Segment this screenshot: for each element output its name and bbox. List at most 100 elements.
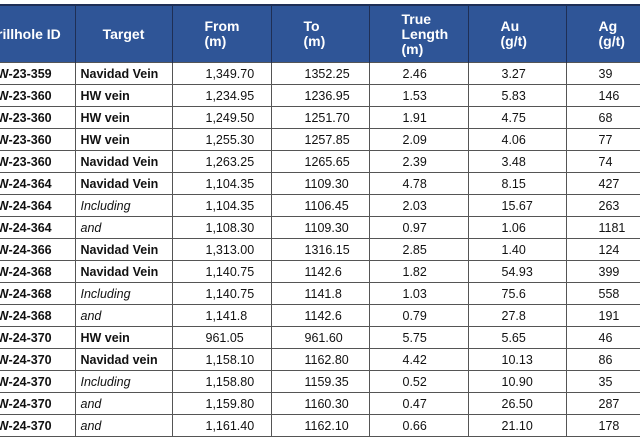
cell-true-length: 0.47 bbox=[368, 392, 469, 415]
cell-target: and bbox=[74, 216, 173, 239]
cell-ag: 68 bbox=[565, 106, 640, 129]
cell-from: 1,349.70 bbox=[171, 62, 272, 85]
drillhole-id-text: W-24-370 bbox=[0, 418, 52, 433]
cell-ag: 86 bbox=[565, 348, 640, 371]
cell-au: 3.48 bbox=[467, 150, 567, 173]
table-row: W-24-370 and 1,159.80 1160.30 0.47 26.50 287 bbox=[0, 392, 640, 415]
drillhole-id-text: W-24-364 bbox=[0, 198, 52, 213]
header-ag: Ag (g/t) bbox=[565, 4, 640, 63]
cell-drillhole-id: W-24-364 bbox=[0, 172, 76, 195]
table-row: W-24-366 Navidad Vein 1,313.00 1316.15 2.85 1… bbox=[0, 238, 640, 261]
table-row: W-23-360 HW vein 1,249.50 1251.70 1.91 4.75 68 bbox=[0, 106, 640, 129]
table-row: W-24-368 Navidad Vein 1,140.75 1142.6 1.82 54… bbox=[0, 260, 640, 283]
cell-au: 1.06 bbox=[467, 216, 567, 239]
drillhole-id-text: W-23-360 bbox=[0, 132, 52, 147]
cell-true-length: 1.82 bbox=[368, 260, 469, 283]
cell-to: 1142.6 bbox=[270, 304, 370, 327]
cell-au: 21.10 bbox=[467, 414, 567, 437]
cell-drillhole-id: W-24-368 bbox=[0, 282, 76, 305]
cell-true-length: 2.46 bbox=[368, 62, 469, 85]
cell-ag: 39 bbox=[565, 62, 640, 85]
table-row: W-23-360 HW vein 1,234.95 1236.95 1.53 5.83 14… bbox=[0, 84, 640, 107]
cell-true-length: 1.53 bbox=[368, 84, 469, 107]
cell-drillhole-id: W-23-360 bbox=[0, 128, 76, 151]
cell-to: 1141.8 bbox=[270, 282, 370, 305]
cell-to: 1142.6 bbox=[270, 260, 370, 283]
cell-from: 1,104.35 bbox=[171, 194, 272, 217]
cell-au: 5.83 bbox=[467, 84, 567, 107]
cell-to: 1160.30 bbox=[270, 392, 370, 415]
cell-au: 3.27 bbox=[467, 62, 567, 85]
cell-to: 1162.10 bbox=[270, 414, 370, 437]
cell-ag: 287 bbox=[565, 392, 640, 415]
cell-true-length: 1.91 bbox=[368, 106, 469, 129]
cell-ag: 263 bbox=[565, 194, 640, 217]
cell-from: 1,159.80 bbox=[171, 392, 272, 415]
cell-target: Including bbox=[74, 194, 173, 217]
drillhole-id-text: W-24-368 bbox=[0, 286, 52, 301]
cell-au: 54.93 bbox=[467, 260, 567, 283]
cell-target: HW vein bbox=[74, 128, 173, 151]
cell-au: 4.75 bbox=[467, 106, 567, 129]
drillhole-id-text: W-24-370 bbox=[0, 396, 52, 411]
drillhole-results-table: rillhole ID Target From (m) To (m) True … bbox=[0, 4, 640, 437]
cell-target: Including bbox=[74, 370, 173, 393]
cell-from: 961.05 bbox=[171, 326, 272, 349]
cell-target: Navidad Vein bbox=[74, 62, 173, 85]
table-row: W-24-370 Including 1,158.80 1159.35 0.52 10.9… bbox=[0, 370, 640, 393]
cell-au: 5.65 bbox=[467, 326, 567, 349]
table-row: W-24-370 Navidad vein 1,158.10 1162.80 4.42 1… bbox=[0, 348, 640, 371]
cell-from: 1,140.75 bbox=[171, 260, 272, 283]
cell-to: 1257.85 bbox=[270, 128, 370, 151]
cell-target: Navidad Vein bbox=[74, 150, 173, 173]
drillhole-id-text: W-24-370 bbox=[0, 374, 52, 389]
cell-au: 1.40 bbox=[467, 238, 567, 261]
cell-drillhole-id: W-24-368 bbox=[0, 260, 76, 283]
cell-au: 26.50 bbox=[467, 392, 567, 415]
cell-au: 10.90 bbox=[467, 370, 567, 393]
cell-from: 1,263.25 bbox=[171, 150, 272, 173]
cell-au: 4.06 bbox=[467, 128, 567, 151]
cell-true-length: 5.75 bbox=[368, 326, 469, 349]
drillhole-id-text: W-24-368 bbox=[0, 308, 52, 323]
header-drillhole-id: rillhole ID bbox=[0, 4, 75, 63]
drillhole-id-text: W-24-368 bbox=[0, 264, 52, 279]
table-row: W-24-364 and 1,108.30 1109.30 0.97 1.06 1181 bbox=[0, 216, 640, 239]
cell-ag: 399 bbox=[565, 260, 640, 283]
drillhole-id-text: W-24-370 bbox=[0, 352, 52, 367]
cell-target: Navidad Vein bbox=[74, 260, 173, 283]
cell-ag: 1181 bbox=[565, 216, 640, 239]
cell-target: HW vein bbox=[74, 106, 173, 129]
header-target: Target bbox=[74, 4, 172, 63]
cell-drillhole-id: W-24-370 bbox=[0, 392, 76, 415]
header-au: Au (g/t) bbox=[467, 4, 566, 63]
cell-target: Navidad vein bbox=[74, 348, 173, 371]
drillhole-id-text: W-23-359 bbox=[0, 66, 52, 81]
cell-true-length: 0.79 bbox=[368, 304, 469, 327]
cell-drillhole-id: W-24-370 bbox=[0, 348, 76, 371]
cell-true-length: 2.85 bbox=[368, 238, 469, 261]
cell-true-length: 2.03 bbox=[368, 194, 469, 217]
header-from: From (m) bbox=[171, 4, 271, 63]
cell-au: 75.6 bbox=[467, 282, 567, 305]
cell-from: 1,255.30 bbox=[171, 128, 272, 151]
cell-to: 1251.70 bbox=[270, 106, 370, 129]
cell-drillhole-id: W-24-370 bbox=[0, 370, 76, 393]
cell-to: 1159.35 bbox=[270, 370, 370, 393]
table-row: W-24-364 Navidad Vein 1,104.35 1109.30 4.78 8… bbox=[0, 172, 640, 195]
cell-drillhole-id: W-23-359 bbox=[0, 62, 76, 85]
cell-au: 27.8 bbox=[467, 304, 567, 327]
cell-to: 1162.80 bbox=[270, 348, 370, 371]
cell-drillhole-id: W-23-360 bbox=[0, 150, 76, 173]
cell-drillhole-id: W-24-366 bbox=[0, 238, 76, 261]
cell-ag: 178 bbox=[565, 414, 640, 437]
header-true-length: True Length (m) bbox=[368, 4, 468, 63]
cell-from: 1,104.35 bbox=[171, 172, 272, 195]
cell-true-length: 2.39 bbox=[368, 150, 469, 173]
cell-from: 1,108.30 bbox=[171, 216, 272, 239]
drillhole-id-text: W-23-360 bbox=[0, 154, 52, 169]
cell-to: 1316.15 bbox=[270, 238, 370, 261]
cell-ag: 191 bbox=[565, 304, 640, 327]
table-row: W-24-370 HW vein 961.05 961.60 5.75 5.65 46 bbox=[0, 326, 640, 349]
table-row: W-24-370 and 1,161.40 1162.10 0.66 21.10 178 bbox=[0, 414, 640, 437]
